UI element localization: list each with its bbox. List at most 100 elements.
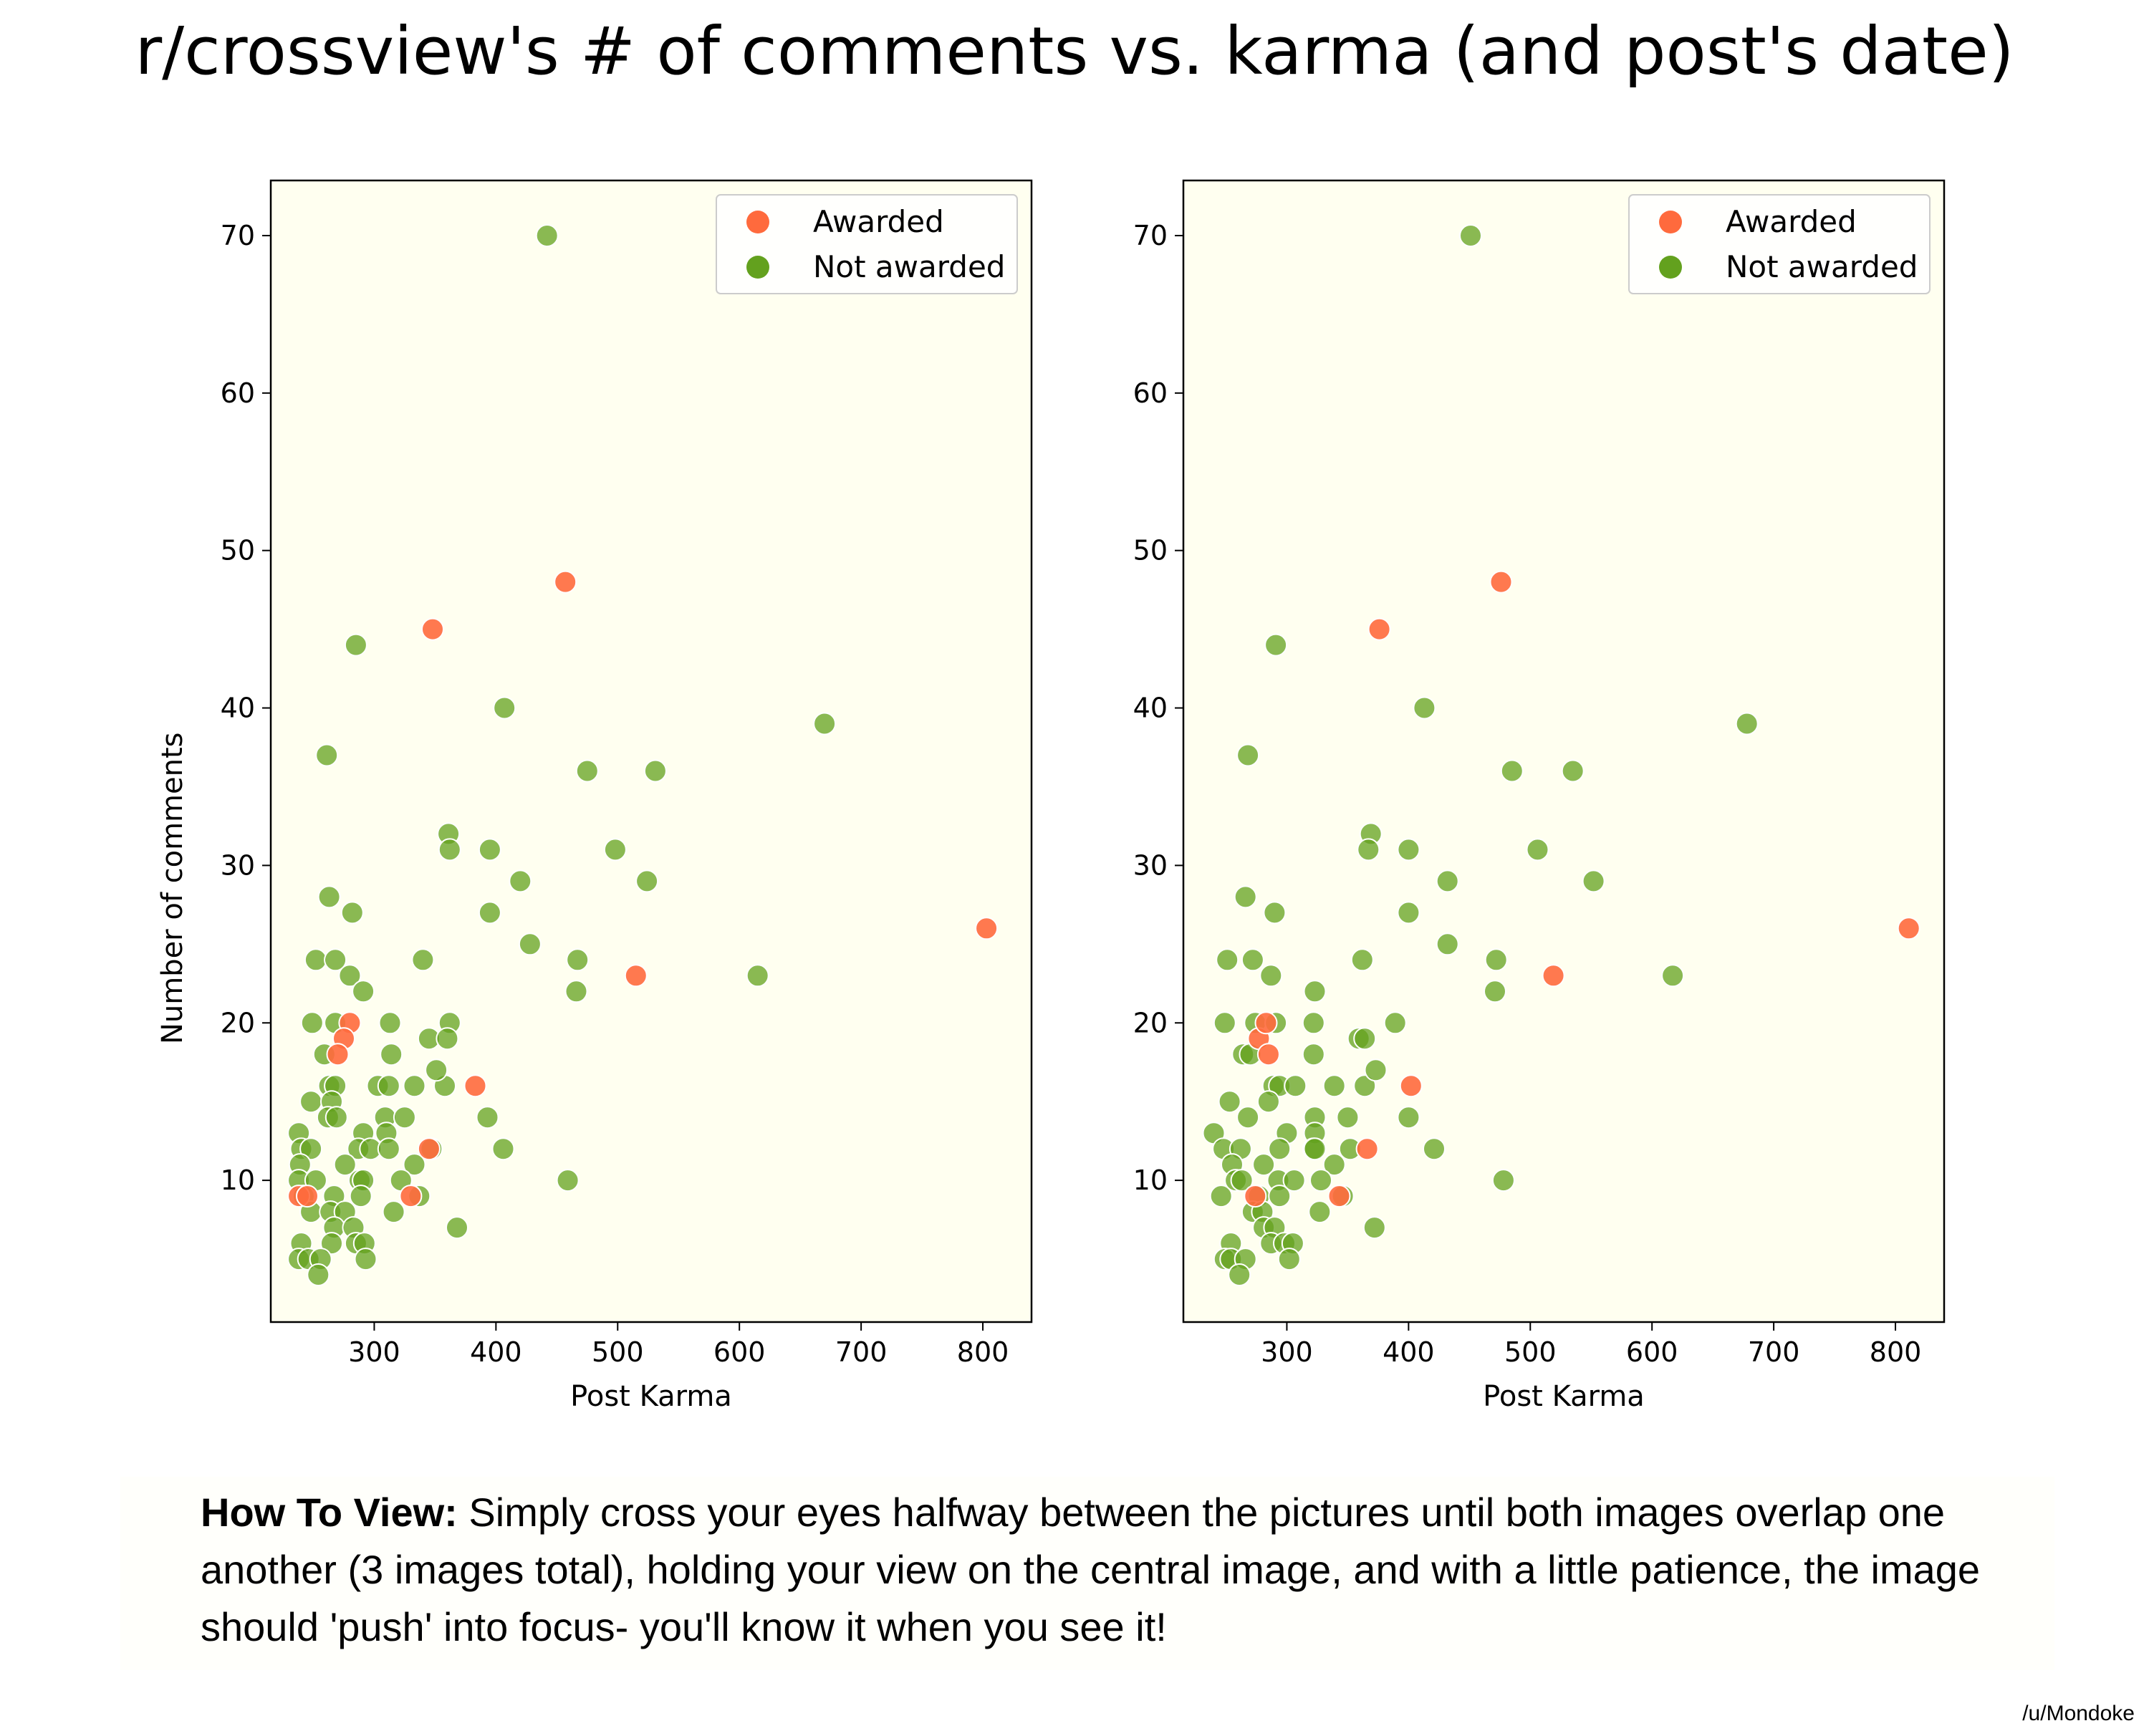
data-point-not-awarded xyxy=(1423,1137,1446,1161)
x-tick-label: 700 xyxy=(835,1336,888,1368)
x-tick-label: 500 xyxy=(592,1336,644,1368)
data-point-not-awarded xyxy=(1353,1074,1377,1098)
y-tick-label: 40 xyxy=(221,693,255,724)
data-point-not-awarded xyxy=(1661,964,1685,988)
data-point-not-awarded xyxy=(307,1263,330,1286)
data-point-awarded xyxy=(463,1074,487,1098)
data-point-awarded xyxy=(296,1185,319,1208)
author-credit: /u/Mondoke xyxy=(2022,1702,2135,1725)
data-point-not-awarded xyxy=(446,1216,468,1240)
data-point-not-awarded xyxy=(382,1200,405,1224)
legend-marker xyxy=(746,211,769,233)
data-point-not-awarded xyxy=(315,743,339,767)
y-tick-label: 50 xyxy=(221,535,255,566)
data-point-awarded xyxy=(326,1043,350,1066)
data-point-not-awarded xyxy=(575,759,599,783)
legend-label: Not awarded xyxy=(813,249,1005,284)
data-point-not-awarded xyxy=(403,1153,426,1177)
y-tick-label: 20 xyxy=(221,1007,255,1038)
data-point-not-awarded xyxy=(1336,1106,1360,1129)
y-tick-label: 30 xyxy=(221,849,255,881)
legend-box xyxy=(1628,194,1931,294)
data-point-not-awarded xyxy=(1353,1027,1377,1051)
data-point-awarded xyxy=(975,917,999,940)
data-point-not-awarded xyxy=(1302,1043,1325,1066)
legend-label: Awarded xyxy=(813,204,944,239)
data-point-awarded xyxy=(1327,1185,1351,1208)
data-point-not-awarded xyxy=(340,901,364,925)
data-point-awarded xyxy=(624,964,648,988)
data-point-not-awarded xyxy=(438,838,461,862)
data-point-not-awarded xyxy=(1303,1137,1327,1161)
data-point-not-awarded xyxy=(1735,712,1759,736)
data-point-not-awarded xyxy=(1234,885,1257,909)
legend-marker xyxy=(746,256,769,279)
plot-area xyxy=(1183,180,1944,1322)
data-point-not-awarded xyxy=(1282,1169,1306,1192)
data-point-awarded xyxy=(399,1185,423,1208)
data-point-not-awarded xyxy=(1230,1169,1254,1192)
data-point-not-awarded xyxy=(1303,980,1327,1003)
data-point-not-awarded xyxy=(1350,948,1374,972)
data-point-awarded xyxy=(554,570,577,594)
y-tick-label: 10 xyxy=(1133,1164,1168,1196)
data-point-not-awarded xyxy=(1491,1169,1515,1192)
data-point-not-awarded xyxy=(556,1169,580,1192)
data-point-not-awarded xyxy=(300,1011,324,1035)
data-point-not-awarded xyxy=(1308,1200,1332,1224)
data-point-not-awarded xyxy=(1322,1153,1346,1177)
data-point-not-awarded xyxy=(1216,948,1239,972)
axes-frame xyxy=(1182,179,1946,1323)
data-point-awarded xyxy=(1256,1043,1280,1066)
data-point-not-awarded xyxy=(518,932,542,956)
data-point-not-awarded xyxy=(1277,1248,1301,1271)
data-point-not-awarded xyxy=(535,224,559,247)
data-point-not-awarded xyxy=(344,633,367,657)
data-point-not-awarded xyxy=(1397,1106,1420,1129)
y-axis-label: Number of comments xyxy=(156,733,189,1045)
x-tick-label: 400 xyxy=(470,1336,522,1368)
data-point-not-awarded xyxy=(1436,932,1459,956)
x-axis-label: Post Karma xyxy=(1483,1380,1645,1413)
note-text: Simply cross your eyes halfway between t… xyxy=(201,1490,1981,1649)
data-point-not-awarded xyxy=(1236,1106,1260,1129)
y-tick-label: 40 xyxy=(1133,693,1168,724)
axes-frame xyxy=(269,179,1033,1323)
data-point-not-awarded xyxy=(411,948,435,972)
left-scatter-panel: 300 400 500 600 700 800 10 20 30 40 50 60 70 Post Kar… xyxy=(156,179,1033,1413)
instructions-box xyxy=(120,1477,2054,1670)
data-point-not-awarded xyxy=(1268,1185,1292,1208)
data-point-awarded xyxy=(1489,570,1513,594)
x-tick-label: 600 xyxy=(713,1336,766,1368)
data-point-not-awarded xyxy=(635,869,659,893)
chart-canvas: 300 400 500 600 700 800 10 20 30 40 50 60 70 Post Kar… xyxy=(156,179,1946,1413)
legend-label: Awarded xyxy=(1726,204,1857,239)
data-point-awarded xyxy=(1542,964,1565,988)
data-point-not-awarded xyxy=(1259,964,1283,988)
data-point-not-awarded xyxy=(1357,838,1380,862)
chart-title: r/crossview's # of comments vs. karma (a… xyxy=(135,13,2014,90)
data-point-not-awarded xyxy=(1397,901,1420,925)
data-point-not-awarded xyxy=(1322,1074,1346,1098)
data-point-not-awarded xyxy=(1459,224,1482,247)
data-point-not-awarded xyxy=(1436,869,1459,893)
y-tick-label: 30 xyxy=(1133,849,1168,881)
data-point-not-awarded xyxy=(1309,1169,1332,1192)
data-point-not-awarded xyxy=(1218,1090,1241,1114)
data-point-not-awarded xyxy=(1236,743,1260,767)
y-tick-label: 70 xyxy=(221,220,255,251)
data-point-not-awarded xyxy=(304,948,327,972)
data-point-not-awarded xyxy=(1241,948,1264,972)
data-point-not-awarded xyxy=(380,1043,403,1066)
data-point-awarded xyxy=(1355,1137,1379,1161)
data-point-not-awarded xyxy=(1526,838,1549,862)
x-tick-label: 300 xyxy=(348,1336,400,1368)
data-point-not-awarded xyxy=(324,1106,348,1129)
data-point-not-awarded xyxy=(436,1027,459,1051)
data-point-not-awarded xyxy=(566,948,590,972)
data-point-not-awarded xyxy=(1484,980,1506,1003)
data-point-awarded xyxy=(1897,917,1920,940)
data-point-not-awarded xyxy=(403,1074,426,1098)
legend-marker xyxy=(1659,211,1682,233)
data-point-not-awarded xyxy=(1561,759,1585,783)
